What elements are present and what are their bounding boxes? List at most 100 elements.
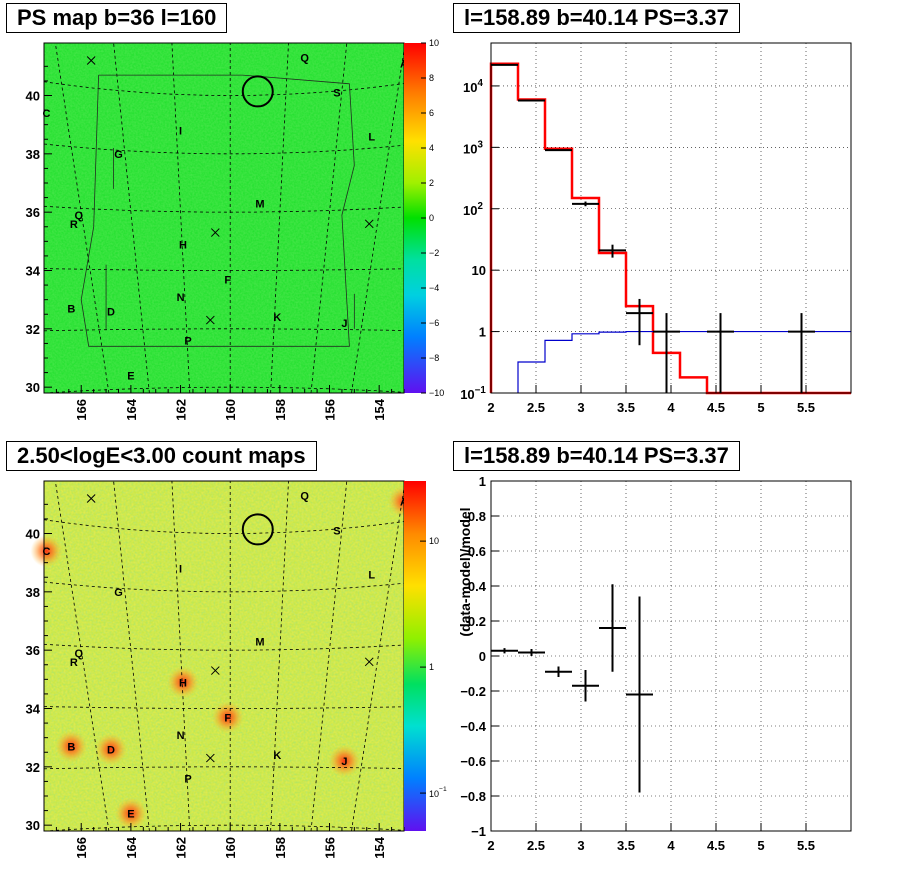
- y-tick-label: −0.2: [460, 684, 486, 699]
- source-label: G: [114, 149, 123, 161]
- source-cross-marker: [86, 494, 96, 503]
- y-tick-label: 30: [26, 380, 40, 395]
- grid-longitude-line: [351, 42, 406, 394]
- grid-longitude-line: [270, 480, 289, 832]
- colorbar-tick-label: 10−1: [429, 786, 447, 799]
- y-tick-label: 104: [463, 78, 483, 95]
- spectrum-plot-area: [491, 43, 851, 393]
- y-tick-label: 10−1: [460, 385, 486, 402]
- ps-map-coordinate-grid: [43, 42, 406, 394]
- y-tick-label: 40: [26, 527, 40, 542]
- grid-longitude-line: [54, 42, 110, 394]
- grid-latitude-line: [43, 328, 405, 332]
- x-tick-label: 4.5: [707, 400, 725, 415]
- grid-latitude-line: [43, 268, 405, 271]
- y-tick-label: 32: [26, 760, 40, 775]
- x-tick-label: 154: [372, 836, 387, 858]
- grid-longitude-line: [54, 480, 110, 832]
- source-label: D: [107, 306, 115, 318]
- x-tick-label: 164: [124, 398, 139, 420]
- source-label: M: [255, 636, 264, 648]
- grid-longitude-line: [113, 42, 150, 394]
- x-tick-label: 3.5: [617, 400, 635, 415]
- source-label: N: [177, 292, 185, 304]
- x-tick-label: 164: [124, 836, 139, 858]
- source-label: I: [179, 564, 182, 576]
- colorbar-tick-label: −10: [429, 388, 444, 398]
- grid-latitude-line: [43, 706, 405, 709]
- grid-longitude-line: [270, 42, 289, 394]
- source-label: B: [67, 303, 75, 315]
- x-tick-label: 2: [487, 838, 494, 853]
- grid-latitude-line: [43, 205, 405, 213]
- x-tick-label: 4: [667, 400, 675, 415]
- source-label: Q: [74, 648, 83, 660]
- colorbar-tick-label: −2: [429, 248, 439, 258]
- source-label: Q: [300, 53, 309, 65]
- grid-latitude-line: [43, 519, 405, 534]
- count-map-colorbar: [404, 481, 426, 831]
- source-label: J: [341, 318, 347, 330]
- y-tick-label: 34: [26, 264, 41, 279]
- source-cross-marker: [364, 657, 374, 667]
- ps-map-title: PS map b=36 l=160: [6, 3, 228, 33]
- x-tick-label: 156: [323, 837, 338, 859]
- colorbar-tick-label: 4: [429, 143, 434, 153]
- colorbar-tick-label: −4: [429, 283, 439, 293]
- x-tick-label: 160: [223, 837, 238, 859]
- ps-map-region-outline: [80, 74, 355, 347]
- y-tick-label: 10: [472, 263, 486, 278]
- bright-source-glow: [30, 535, 63, 567]
- spectrum-series: [489, 62, 851, 395]
- x-tick-label: 154: [372, 398, 387, 420]
- y-tick-label: 1: [479, 474, 486, 489]
- x-tick-label: 5: [757, 400, 764, 415]
- y-tick-label: −0.8: [460, 789, 486, 804]
- source-label: P: [184, 774, 191, 786]
- source-label: D: [107, 744, 115, 756]
- x-tick-label: 162: [174, 399, 189, 421]
- y-tick-label: 0.2: [468, 614, 486, 629]
- colorbar-tick-label: 2: [429, 178, 434, 188]
- y-tick-label: 34: [26, 702, 41, 717]
- source-label: J: [341, 756, 347, 768]
- source-label: K: [273, 312, 281, 324]
- colorbar-tick-label: 10: [429, 536, 439, 546]
- source-label: C: [43, 108, 51, 120]
- source-label: Q: [74, 210, 83, 222]
- y-tick-label: 32: [26, 322, 40, 337]
- bright-source-glow: [55, 730, 88, 763]
- residual-axes: 2 2.5 3 3.5 4 4.5 5 5.5 −1 −0.8 −0.6 −0.4 −0.2 0 0.2 0.…: [460, 474, 815, 853]
- ps-map-colorbar-axis: 10 8 6 4 2 0 −2 −4 −6 −8 −10: [421, 38, 444, 398]
- x-tick-label: 166: [74, 399, 89, 421]
- x-tick-label: 160: [223, 399, 238, 421]
- ps-map-region-path: [80, 74, 355, 347]
- x-tick-label: 158: [273, 837, 288, 859]
- x-tick-label: 166: [74, 837, 89, 859]
- y-tick-label: 103: [463, 139, 483, 156]
- y-tick-label: 0: [479, 649, 486, 664]
- source-label: K: [273, 750, 281, 762]
- y-tick-label: −0.4: [460, 719, 486, 734]
- source-cross-marker: [86, 56, 96, 65]
- y-tick-label: 0.4: [468, 579, 487, 594]
- colorbar-tick-label: 1: [429, 662, 434, 672]
- spectrum-panel: 2 2.5 3 3.5 4 4.5 5 5.5 10−1 1 10 102 103 104: [460, 42, 852, 415]
- grid-latitude-line: [43, 643, 405, 651]
- source-label: G: [114, 587, 123, 599]
- source-label: B: [67, 741, 75, 753]
- count-map-colorbar-axis: 10 1 10−1: [420, 536, 447, 799]
- colorbar-tick-label: −8: [429, 353, 439, 363]
- source-label: L: [368, 569, 375, 581]
- bright-source-glow: [114, 797, 147, 830]
- source-label: N: [177, 730, 185, 742]
- count-map-source-labels: QASCILGMQRHFNBDKJPE: [43, 491, 409, 821]
- grid-latitude-line: [43, 386, 405, 394]
- grid-longitude-line: [113, 480, 150, 832]
- source-label: H: [179, 677, 187, 689]
- source-label: C: [43, 546, 51, 558]
- source-cross-marker: [210, 666, 220, 675]
- ps-map-axes: 30 32 34 36 38 40 166 164 162 160 158 156 154: [26, 65, 405, 421]
